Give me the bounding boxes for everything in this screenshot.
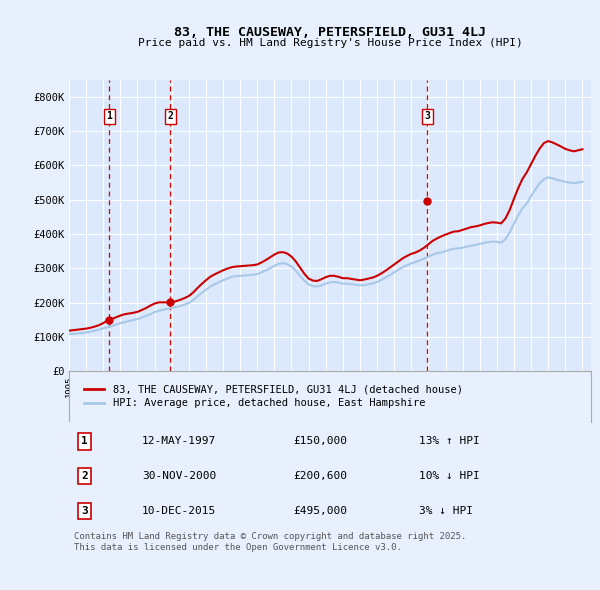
Legend: 83, THE CAUSEWAY, PETERSFIELD, GU31 4LJ (detached house), HPI: Average price, de: 83, THE CAUSEWAY, PETERSFIELD, GU31 4LJ …: [79, 381, 467, 412]
Text: 2: 2: [81, 471, 88, 481]
Text: 2: 2: [167, 111, 173, 121]
Text: 3: 3: [424, 111, 430, 121]
Text: 13% ↑ HPI: 13% ↑ HPI: [419, 436, 479, 446]
Text: 1: 1: [106, 111, 112, 121]
Text: £200,600: £200,600: [293, 471, 347, 481]
Text: 3% ↓ HPI: 3% ↓ HPI: [419, 506, 473, 516]
Text: 10% ↓ HPI: 10% ↓ HPI: [419, 471, 479, 481]
Text: 3: 3: [81, 506, 88, 516]
Text: Price paid vs. HM Land Registry's House Price Index (HPI): Price paid vs. HM Land Registry's House …: [137, 38, 523, 48]
Text: £150,000: £150,000: [293, 436, 347, 446]
Text: Contains HM Land Registry data © Crown copyright and database right 2025.
This d: Contains HM Land Registry data © Crown c…: [74, 532, 467, 552]
Text: £495,000: £495,000: [293, 506, 347, 516]
Text: 12-MAY-1997: 12-MAY-1997: [142, 436, 217, 446]
Text: 10-DEC-2015: 10-DEC-2015: [142, 506, 217, 516]
Text: 1: 1: [81, 436, 88, 446]
Text: 30-NOV-2000: 30-NOV-2000: [142, 471, 217, 481]
Text: 83, THE CAUSEWAY, PETERSFIELD, GU31 4LJ: 83, THE CAUSEWAY, PETERSFIELD, GU31 4LJ: [174, 26, 486, 39]
